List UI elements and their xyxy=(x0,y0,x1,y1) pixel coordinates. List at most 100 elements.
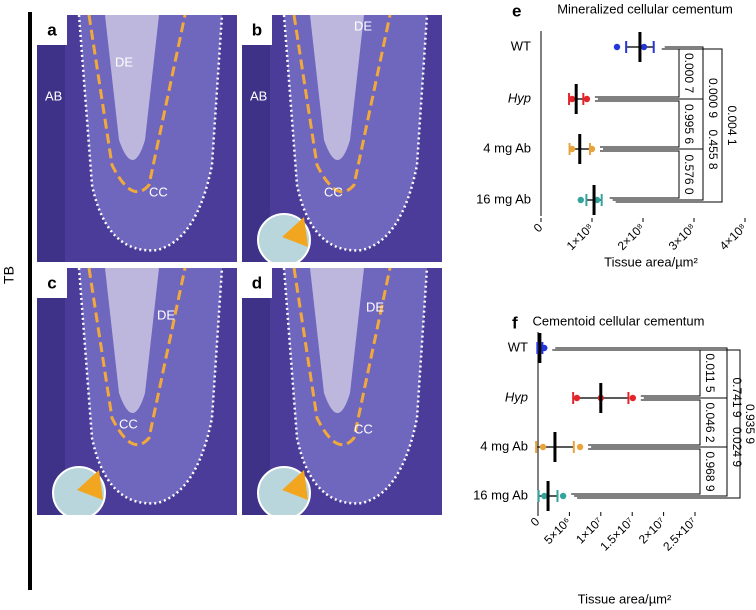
panel-image xyxy=(242,15,442,262)
pulp xyxy=(105,268,159,413)
panel: b DE AB CC xyxy=(242,15,442,262)
data-point xyxy=(588,145,596,153)
p-value: 0.000 7 xyxy=(682,53,696,93)
significance-bracket xyxy=(571,448,701,495)
x-tick-label: 0 xyxy=(531,220,546,235)
p-value: 0.011 5 xyxy=(703,353,717,392)
tissue-tag: CC xyxy=(119,416,138,431)
p-value: 0.046 2 xyxy=(703,402,717,442)
panel-label: d xyxy=(252,273,262,292)
data-point xyxy=(576,443,584,451)
data-point xyxy=(577,196,584,204)
outline-dotted xyxy=(282,15,429,252)
tissue-tag: DE xyxy=(115,54,133,69)
outline-dotted xyxy=(77,268,224,505)
significance-bracket xyxy=(603,46,704,150)
outline-dashed xyxy=(292,268,392,447)
chart-title: Mineralized cellular cementum xyxy=(557,1,733,16)
outline-dashed xyxy=(87,268,187,447)
p-value: 0.741 9 xyxy=(730,377,744,417)
panel-image xyxy=(242,268,442,515)
data-point xyxy=(568,95,576,103)
tissue-tag: CC xyxy=(149,184,168,199)
data-point xyxy=(640,43,648,51)
p-value: 0.024 9 xyxy=(730,427,744,467)
histology-panels: a DE AB CC b DE AB CC c DE CC d DE CC xyxy=(37,15,442,515)
p-value: 0.000 9 xyxy=(706,78,720,118)
tissue-band xyxy=(37,15,65,262)
category-label: 16 mg Ab xyxy=(473,487,528,502)
category-label: 16 mg Ab xyxy=(476,191,531,206)
outline-dotted xyxy=(282,268,429,505)
data-point xyxy=(541,344,548,352)
significance-bracket xyxy=(594,48,680,98)
data-point xyxy=(583,95,591,103)
panel-label-box xyxy=(242,15,272,45)
significance-bracket xyxy=(615,48,723,203)
category-label: WT xyxy=(508,339,528,354)
tissue-tag: CC xyxy=(354,421,373,436)
x-tick-label: 5×10⁶ xyxy=(541,514,574,547)
tissue-tag: DE xyxy=(366,299,384,314)
data-point xyxy=(568,145,576,153)
p-value: 0.576 0 xyxy=(682,154,696,194)
tissue-tag: AB xyxy=(250,88,267,103)
p-value: 0.995 6 xyxy=(682,104,696,144)
panel-label: c xyxy=(47,273,56,292)
arrowhead xyxy=(77,470,103,500)
tissue-tag: AB xyxy=(45,88,62,103)
p-value: 0.004 1 xyxy=(725,105,739,145)
significance-bracket xyxy=(574,397,728,497)
significance-bracket xyxy=(597,98,704,201)
panel: c DE CC xyxy=(37,268,237,515)
tissue-tag: CC xyxy=(324,184,343,199)
pulp xyxy=(310,268,364,413)
x-tick-label: 3×10⁸ xyxy=(666,220,699,253)
outline-dashed xyxy=(87,15,187,194)
panel-image xyxy=(37,15,237,262)
x-tick-label: 1.5×10⁷ xyxy=(597,514,636,553)
significance-bracket xyxy=(594,100,680,148)
panel-label-box xyxy=(37,15,67,45)
panel-label: e xyxy=(512,1,521,20)
panel-label: f xyxy=(512,313,518,332)
category-label: 4 mg Ab xyxy=(480,438,528,453)
significance-bracket xyxy=(552,349,701,397)
p-value: 0.968 9 xyxy=(703,451,717,491)
arrowhead xyxy=(282,470,308,500)
panel: d DE CC xyxy=(242,268,442,515)
pulp xyxy=(310,15,364,160)
category-label: Hyp xyxy=(505,389,528,404)
category-label: Hyp xyxy=(508,90,531,105)
p-value: 0.935 9 xyxy=(743,404,756,444)
category-label: 4 mg Ab xyxy=(483,140,531,155)
chart-title: Cementoid cellular cementum xyxy=(533,313,705,328)
significance-bracket xyxy=(588,399,701,446)
panel-label: b xyxy=(252,20,262,39)
significance-bracket xyxy=(558,349,741,499)
panel-label-box xyxy=(242,268,272,298)
category-label: WT xyxy=(511,38,531,53)
data-point xyxy=(629,394,637,402)
side-label: TB xyxy=(1,266,17,284)
panel-label-box xyxy=(37,268,67,298)
data-point xyxy=(559,492,567,500)
x-axis-label: Tissue area/µm² xyxy=(604,254,698,269)
x-tick-label: 2×10⁸ xyxy=(615,220,648,253)
x-tick-label: 4×10⁸ xyxy=(717,220,750,253)
significance-bracket xyxy=(600,150,680,199)
panel: a DE AB CC xyxy=(37,15,237,262)
outline-dotted xyxy=(77,15,224,252)
x-axis-label: Tissue area/µm² xyxy=(578,591,672,606)
panel-label: a xyxy=(47,20,57,39)
data-point xyxy=(541,492,548,500)
outline-dashed xyxy=(292,15,392,194)
x-tick-label: 0 xyxy=(528,514,543,529)
arrowhead xyxy=(282,217,308,247)
tissue-tag: DE xyxy=(354,18,372,33)
data-point xyxy=(539,443,547,451)
tissue-tag: DE xyxy=(157,307,175,322)
panel-image xyxy=(37,268,237,515)
